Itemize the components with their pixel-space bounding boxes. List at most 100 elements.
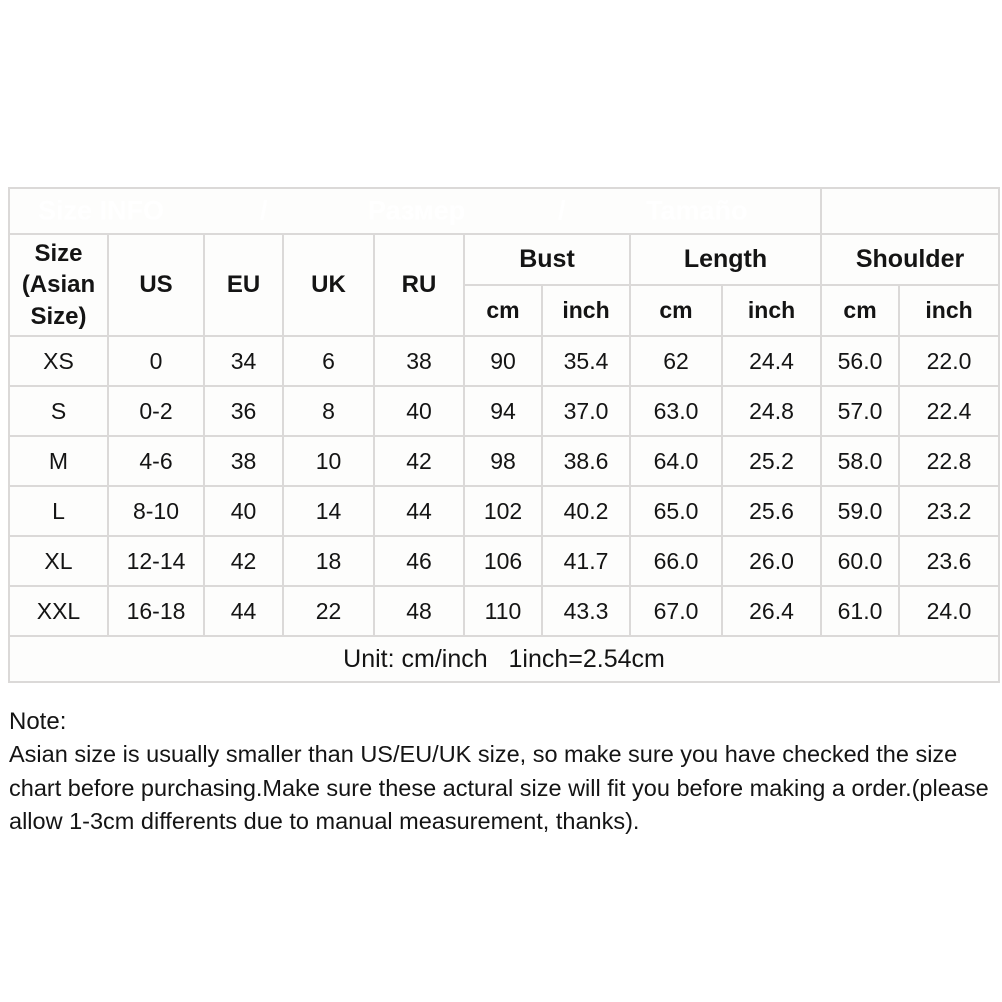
table-cell: 61.0 [820,585,901,637]
table-cell: 8 [282,385,375,437]
table-cell: XS [8,335,109,387]
note-paragraph: Asian size is usually smaller than US/EU… [9,741,989,835]
unit-note: Unit: cm/inch 1inch=2.54cm [7,635,1001,683]
title-separator: / [558,195,566,226]
table-cell: M [8,435,109,487]
col-header-size: Size (Asian Size) [8,233,109,337]
table-cell: 25.6 [720,485,823,537]
col-group-length: Length [628,233,823,286]
table-cell: 40 [373,385,465,437]
title-bar-row: Size INFO / Размер / Tamaño [7,187,1001,235]
table-cell: 0-2 [107,385,205,437]
unit-note-row: Unit: cm/inch 1inch=2.54cm [7,635,1001,683]
table-cell: 62 [629,335,723,387]
col-header-eu: EU [203,233,284,337]
table-cell: 38.6 [541,435,631,487]
table-cell: 24.0 [898,585,1001,637]
table-cell: 38 [203,435,284,487]
header-row-groups: Size (Asian Size) US EU UK RU Bust Lengt… [8,233,1001,337]
table-cell: 34 [203,335,284,387]
table-cell: 43.3 [541,585,631,637]
table-cell: 42 [203,535,284,587]
table-cell: 46 [373,535,465,587]
table-cell: L [8,485,109,537]
table-cell: 26.4 [720,585,823,637]
size-chart-table: Size INFO / Размер / Tamaño Size (Asian … [7,187,1001,683]
table-row-xs: XS 0 34 6 38 90 35.4 62 24.4 56.0 22.0 [8,335,1001,387]
table-cell: 23.6 [898,535,1001,587]
table-cell: 23.2 [898,485,1001,537]
table-cell: 110 [463,585,543,637]
table-cell: 41.7 [541,535,631,587]
table-cell: 38 [373,335,465,387]
table-cell: 90 [463,335,543,387]
table-cell: 63.0 [629,385,723,437]
table-cell: XXL [8,585,109,637]
table-row-l: L 8-10 40 14 44 102 40.2 65.0 25.6 59.0 … [8,485,1001,537]
table-cell: 24.4 [720,335,823,387]
table-cell: 24.8 [720,385,823,437]
table-cell: 6 [282,335,375,387]
unit-header-shoulder-inch: inch [898,284,1001,337]
table-cell: 57.0 [820,385,901,437]
unit-header-length-cm: cm [629,284,723,337]
table-cell: 10 [282,435,375,487]
table-cell: 64.0 [629,435,723,487]
header-row-units: cm inch cm inch cm inch [9,284,1001,337]
table-cell: 26.0 [720,535,823,587]
table-cell: 59.0 [820,485,901,537]
table-cell: 16-18 [107,585,205,637]
table-cell: 60.0 [820,535,901,587]
table-cell: 65.0 [629,485,723,537]
col-header-us: US [107,233,205,337]
col-header-uk: UK [282,233,375,337]
table-cell: 42 [373,435,465,487]
title-separator: / [260,195,268,226]
table-cell: 22.4 [898,385,1001,437]
table-cell: 106 [463,535,543,587]
title-razmer: Размер [368,195,466,226]
table-cell: 40.2 [541,485,631,537]
table-cell: 48 [373,585,465,637]
table-cell: 36 [203,385,284,437]
table-cell: 14 [282,485,375,537]
table-cell: 35.4 [541,335,631,387]
col-group-bust: Bust [463,233,631,286]
title-size-info: Size INFO [38,195,165,226]
table-cell: XL [8,535,109,587]
table-cell: 18 [282,535,375,587]
table-cell: 25.2 [720,435,823,487]
table-cell: 37.0 [541,385,631,437]
unit-header-shoulder-cm: cm [820,284,901,337]
unit-header-bust-cm: cm [463,284,543,337]
table-cell: 22 [282,585,375,637]
table-cell: 94 [463,385,543,437]
table-cell: 22.8 [898,435,1001,487]
col-header-ru: RU [373,233,465,337]
col-group-shoulder: Shoulder [820,233,1001,286]
table-cell: 4-6 [107,435,205,487]
table-cell: 67.0 [629,585,723,637]
unit-header-length-inch: inch [720,284,823,337]
table-row-m: M 4-6 38 10 42 98 38.6 64.0 25.2 58.0 22… [8,435,1001,487]
table-cell: 56.0 [820,335,901,387]
table-cell: 98 [463,435,543,487]
title-bar: Size INFO / Размер / Tamaño [7,187,823,235]
table-cell: 40 [203,485,284,537]
title-tamano: Tamaño [646,195,748,226]
table-cell: 12-14 [107,535,205,587]
table-cell: 102 [463,485,543,537]
table-cell: 0 [107,335,205,387]
table-cell: 44 [373,485,465,537]
table-cell: S [8,385,109,437]
table-row-xxl: XXL 16-18 44 22 48 110 43.3 67.0 26.4 61… [8,585,1001,637]
table-cell: 58.0 [820,435,901,487]
empty-corner-cell [820,187,1001,235]
note-label: Note: [9,708,67,735]
table-row-s: S 0-2 36 8 40 94 37.0 63.0 24.8 57.0 22.… [8,385,1001,437]
table-cell: 8-10 [107,485,205,537]
table-cell: 22.0 [898,335,1001,387]
table-cell: 66.0 [629,535,723,587]
unit-header-bust-inch: inch [541,284,631,337]
